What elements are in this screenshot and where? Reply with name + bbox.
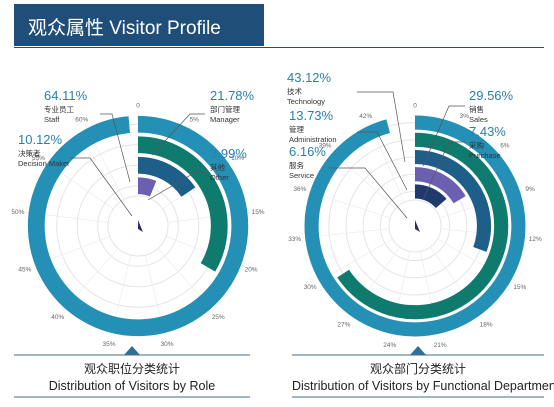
department-caption-en: Distribution of Visitors by Functional D… bbox=[292, 379, 554, 393]
leader-line bbox=[422, 141, 465, 201]
tick-label: 9% bbox=[525, 186, 535, 193]
leader-line bbox=[151, 113, 205, 156]
tick-label: 15% bbox=[252, 209, 265, 216]
page-title: 观众属性 Visitor Profile bbox=[28, 18, 221, 39]
series-percent: 64.11% bbox=[44, 88, 88, 103]
leader-line bbox=[357, 91, 406, 163]
bar-arc bbox=[337, 132, 509, 320]
tick-label: 0 bbox=[413, 103, 417, 110]
tick-label: 55% bbox=[32, 155, 45, 162]
tick-label: 24% bbox=[383, 342, 396, 349]
series-percent: 21.78% bbox=[210, 88, 255, 103]
series-label-en: Service bbox=[289, 171, 314, 180]
role-caption-en: Distribution of Visitors by Role bbox=[48, 379, 216, 393]
caption-pointer-icon bbox=[124, 346, 140, 355]
bar-arc bbox=[137, 136, 228, 272]
tick-label: 20% bbox=[245, 266, 258, 273]
leader-line bbox=[357, 131, 408, 191]
series-percent: 10.12% bbox=[18, 132, 63, 147]
tick-label: 50% bbox=[11, 209, 24, 216]
series-label-en: Other bbox=[210, 173, 229, 182]
tick-label: 5% bbox=[189, 116, 199, 123]
department-chart: 0 3% 6% 9% 12% 15% 18% 21% 24% 27% 30% 33% 36% 39% 42%… bbox=[287, 70, 542, 349]
role-caption-zh: 观众职位分类统计 bbox=[83, 362, 180, 376]
bar-arc bbox=[137, 177, 157, 197]
series-label-zh: 采购 bbox=[469, 140, 484, 150]
series-label-zh: 其他 bbox=[210, 162, 225, 172]
role-caption: 观众职位分类统计 Distribution of Visitors by Rol… bbox=[14, 346, 250, 398]
tick-label: 30% bbox=[304, 284, 317, 291]
series-label-en: Administration bbox=[289, 135, 337, 144]
caption-pointer-icon bbox=[410, 346, 426, 355]
series-label-en: Purchase bbox=[469, 151, 501, 160]
bar-arc bbox=[414, 149, 491, 252]
leader-line bbox=[147, 171, 208, 201]
tick-label: 27% bbox=[337, 321, 350, 328]
bar-arc bbox=[414, 167, 466, 204]
department-caption-zh: 观众部门分类统计 bbox=[369, 362, 466, 376]
tick-label: 33% bbox=[288, 236, 301, 243]
bar-arc bbox=[304, 115, 526, 337]
series-label-zh: 部门管理 bbox=[210, 104, 240, 114]
department-caption: 观众部门分类统计 Distribution of Visitors by Fun… bbox=[292, 346, 554, 398]
role-chart: 0 5% 10% 15% 20% 25% 30% 35% 40% 45% 50% 55% 60% 64.1… bbox=[11, 88, 265, 348]
tick-label: 39% bbox=[319, 143, 332, 150]
leader-line bbox=[329, 167, 408, 219]
series-percent: 6.16% bbox=[289, 144, 326, 159]
series-label-en: Technology bbox=[287, 97, 325, 106]
series-label-zh: 销售 bbox=[469, 104, 484, 114]
bar-arc bbox=[137, 156, 196, 198]
tick-label: 15% bbox=[513, 284, 526, 291]
series-label-zh: 服务 bbox=[289, 160, 304, 170]
tick-label: 18% bbox=[480, 321, 493, 328]
series-label-zh: 专业员工 bbox=[44, 104, 74, 114]
bar-arc bbox=[414, 184, 447, 209]
leader-line bbox=[422, 105, 465, 167]
series-label-zh: 决策者 bbox=[18, 148, 41, 158]
series-percent: 29.56% bbox=[469, 88, 514, 103]
series-percent: 43.12% bbox=[287, 70, 332, 85]
tick-label: 35% bbox=[102, 341, 115, 348]
tick-label: 40% bbox=[51, 314, 64, 321]
page-header: 观众属性 Visitor Profile bbox=[14, 4, 264, 46]
tick-label: 12% bbox=[529, 236, 542, 243]
leader-line bbox=[100, 113, 131, 183]
header-rule bbox=[14, 47, 544, 48]
tick-label: 6% bbox=[500, 143, 510, 150]
series-label-en: Sales bbox=[469, 115, 488, 124]
series-percent: 13.73% bbox=[289, 108, 334, 123]
leader-line bbox=[70, 157, 133, 217]
series-label-en: Staff bbox=[44, 115, 60, 124]
series-percent: 3.99% bbox=[210, 146, 247, 161]
tick-label: 21% bbox=[434, 342, 447, 349]
series-label-zh: 管理 bbox=[289, 124, 304, 134]
tick-label: 60% bbox=[75, 116, 88, 123]
center-pointer-icon bbox=[415, 220, 420, 232]
series-label-en: Manager bbox=[210, 115, 240, 124]
series-label-zh: 技术 bbox=[287, 86, 302, 96]
tick-label: 36% bbox=[293, 186, 306, 193]
center-pointer-icon bbox=[138, 220, 143, 232]
bar-arc bbox=[27, 115, 249, 337]
series-percent: 7.43% bbox=[469, 124, 506, 139]
tick-label: 25% bbox=[212, 314, 225, 321]
tick-label: 42% bbox=[359, 113, 372, 120]
tick-label: 3% bbox=[459, 113, 469, 120]
tick-label: 0 bbox=[136, 103, 140, 110]
tick-label: 10% bbox=[231, 155, 244, 162]
tick-label: 45% bbox=[18, 266, 31, 273]
tick-label: 30% bbox=[160, 341, 173, 348]
series-label-en: Decision Maker bbox=[18, 159, 70, 168]
